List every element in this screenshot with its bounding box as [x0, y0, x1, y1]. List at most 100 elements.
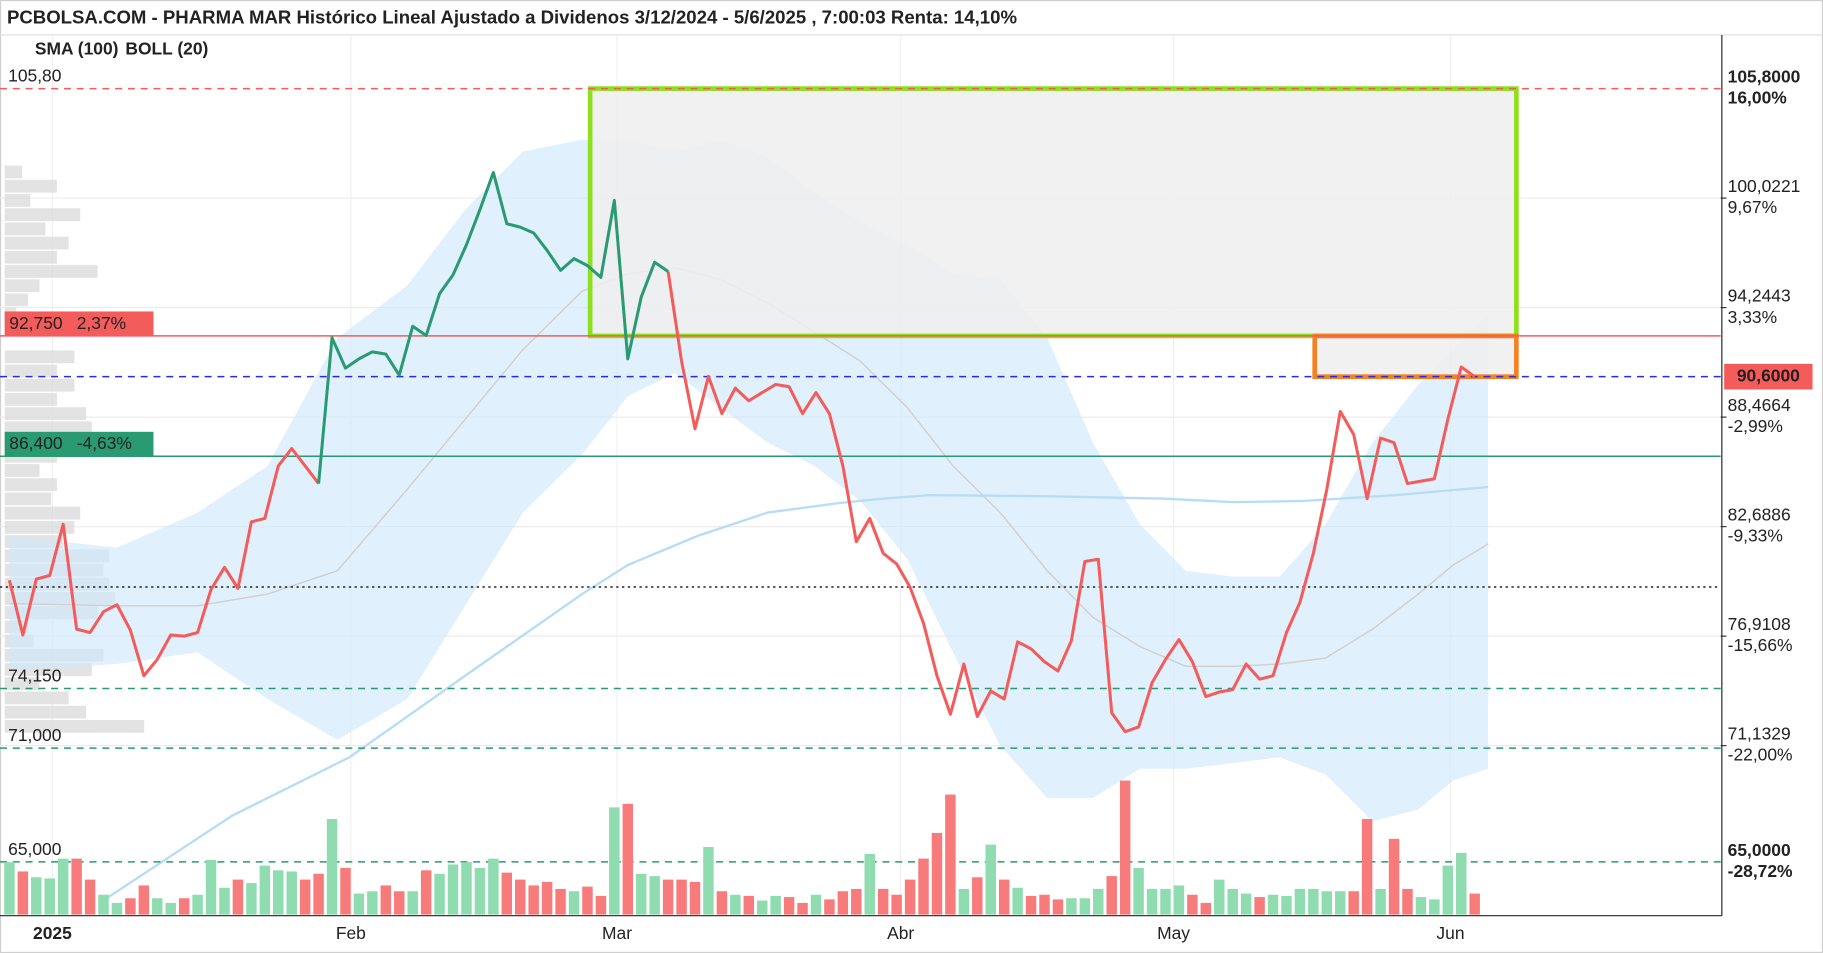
- volume-bar: [380, 885, 392, 915]
- level-label: 86,400: [9, 433, 63, 453]
- volume-bar: [1335, 891, 1346, 915]
- volume-bar: [394, 891, 405, 915]
- volume-profile-bar: [4, 265, 98, 278]
- volume-bar: [1200, 902, 1212, 915]
- sma-line: [104, 485, 1489, 901]
- volume-bar: [1160, 888, 1171, 915]
- volume-bar: [1133, 867, 1144, 915]
- level-label: 92,750: [9, 313, 63, 333]
- volume-bar: [716, 891, 728, 915]
- price-line: [317, 171, 669, 484]
- volume-bar: [219, 887, 230, 915]
- volume-bar: [998, 879, 1010, 915]
- level-box: [1724, 363, 1813, 390]
- volume-profile-bar: [4, 279, 40, 293]
- volume-profile-bar: [4, 393, 57, 406]
- volume-profile-bar: [4, 407, 87, 421]
- volume-bar: [1106, 876, 1117, 915]
- volume-bar: [246, 883, 257, 915]
- volume-bar: [918, 858, 929, 915]
- price-line: [7, 446, 320, 678]
- volume-bar: [165, 902, 176, 915]
- volume-bar: [1187, 894, 1198, 915]
- volume-bar: [931, 833, 943, 915]
- volume-bar: [152, 898, 163, 915]
- volume-bar: [985, 844, 996, 915]
- volume-bar: [313, 873, 324, 915]
- volume-bar: [541, 881, 553, 915]
- volume-bar: [622, 803, 634, 915]
- y2-tick-label: -15,66%: [1728, 635, 1793, 655]
- level-label: 74,150: [8, 665, 62, 685]
- x-tick-label: May: [1157, 923, 1190, 943]
- volume-bar: [501, 872, 513, 915]
- level-right-label: 90,6000: [1737, 365, 1800, 385]
- volume-bar: [756, 900, 768, 915]
- volume-bar: [824, 899, 835, 915]
- volume-profile-bar: [4, 364, 57, 378]
- level-right-label: 105,8000: [1728, 67, 1801, 87]
- volume-bar: [689, 881, 701, 915]
- volume-profile-bar: [4, 492, 52, 506]
- volume-bar: [1442, 865, 1454, 915]
- volume-bar: [730, 894, 741, 915]
- volume-bar: [4, 862, 15, 915]
- price-line: [666, 271, 1476, 734]
- volume-profile-bar: [4, 208, 81, 222]
- volume-bar: [555, 888, 566, 915]
- x-tick-label: Abr: [887, 923, 914, 943]
- volume-bar: [259, 865, 271, 915]
- volume-bar: [891, 894, 902, 915]
- volume-bar: [1240, 893, 1252, 915]
- volume-bar: [837, 891, 849, 915]
- volume-bar: [488, 858, 499, 915]
- volume-profile-bar: [4, 677, 40, 691]
- volume-bar: [783, 897, 795, 915]
- zone: [587, 86, 1519, 339]
- volume-bar: [1361, 819, 1373, 915]
- volume-bar: [461, 862, 472, 915]
- volume-bar: [904, 879, 916, 915]
- volume-bar: [1039, 894, 1050, 915]
- volume-bar: [447, 864, 459, 915]
- legend-entry: BOLL (20): [125, 39, 208, 59]
- level-right-label: 65,0000: [1728, 840, 1791, 860]
- y2-tick-label: 3,33%: [1728, 307, 1777, 327]
- x-tick-label: Feb: [336, 923, 366, 943]
- volume-bar: [407, 891, 418, 915]
- volume-bar: [1456, 852, 1467, 915]
- volume-bar: [958, 888, 970, 915]
- volume-bar: [353, 893, 365, 915]
- y-tick-label: 94,2443: [1728, 286, 1791, 306]
- volume-bar: [864, 853, 875, 915]
- volume-profile-bar: [4, 421, 92, 435]
- volume-profile-bar: [4, 378, 75, 392]
- volume-bar: [1321, 891, 1333, 915]
- volume-profile-bar: [4, 705, 87, 719]
- volume-bar: [125, 898, 136, 915]
- volume-bar: [31, 877, 42, 915]
- volume-bar: [877, 888, 889, 915]
- volume-bar: [703, 846, 714, 915]
- volume-bar: [205, 859, 217, 915]
- volume-bar: [44, 878, 55, 915]
- zone: [1312, 333, 1519, 380]
- level-label: 105,80: [8, 66, 62, 86]
- volume-bar: [635, 873, 647, 915]
- level-box: [4, 311, 154, 336]
- volume-bar: [326, 819, 338, 915]
- volume-bar: [232, 879, 244, 915]
- volume-bar: [1348, 891, 1359, 915]
- volume-bar: [84, 879, 96, 915]
- volume-bar: [662, 879, 674, 915]
- volume-bar: [1294, 888, 1306, 915]
- volume-bar: [676, 879, 687, 915]
- volume-bar: [770, 895, 781, 915]
- volume-bar: [1119, 780, 1131, 915]
- bollinger-band: [9, 139, 1489, 822]
- volume-bar: [810, 894, 822, 915]
- volume-bar: [178, 898, 190, 915]
- volume-bar: [1146, 888, 1158, 915]
